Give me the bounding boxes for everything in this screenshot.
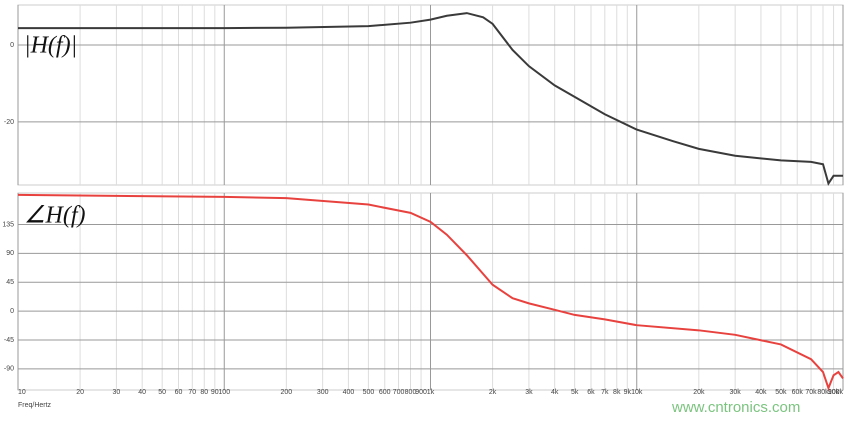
y-tick-label: -20 <box>4 119 14 126</box>
x-tick-label: 70k <box>805 389 817 396</box>
x-tick-label: 30k <box>730 389 742 396</box>
x-tick-label: 80 <box>200 389 208 396</box>
y-tick-label: 45 <box>6 279 14 286</box>
x-tick-label: 100 <box>218 389 230 396</box>
x-axis-label: Freq/Hertz <box>18 402 52 409</box>
x-tick-label: 900 <box>415 389 427 396</box>
y-tick-label: 90 <box>6 250 14 257</box>
x-tick-label: 30 <box>113 389 121 396</box>
x-tick-label: 2k <box>489 389 497 396</box>
x-tick-label: 40 <box>138 389 146 396</box>
x-tick-label: 9k <box>624 389 632 396</box>
x-tick-label: 70 <box>188 389 196 396</box>
x-tick-label: 60 <box>175 389 183 396</box>
y-tick-label: -90 <box>4 366 14 373</box>
x-tick-label: 8k <box>613 389 621 396</box>
x-tick-label: 10k <box>631 389 643 396</box>
watermark: www.cntronics.com <box>671 399 800 416</box>
x-tick-label: 6k <box>587 389 595 396</box>
annotation: ∠H(f) <box>24 203 86 229</box>
line-series <box>18 12 843 186</box>
y-tick-label: 135 <box>2 221 14 228</box>
x-tick-label: 5k <box>571 389 579 396</box>
x-tick-label: 3k <box>525 389 533 396</box>
x-tick-label: 7k <box>601 389 609 396</box>
x-tick-label: 20k <box>693 389 705 396</box>
x-tick-label: 200 <box>280 389 292 396</box>
y-tick-label: 0 <box>10 42 14 49</box>
line-series <box>17 193 844 391</box>
x-tick-label: 600 <box>379 389 391 396</box>
x-tick-label: 500 <box>363 389 375 396</box>
x-tick-label: 100k <box>828 389 844 396</box>
x-tick-label: 20 <box>76 389 84 396</box>
x-tick-label: 1k <box>427 389 435 396</box>
y-tick-label: -45 <box>4 337 14 344</box>
y-tick-label: 0 <box>10 308 14 315</box>
x-tick-label: 800 <box>405 389 417 396</box>
x-tick-label: 10 <box>18 389 26 396</box>
annotation: |H(f)| <box>24 33 77 59</box>
x-tick-label: 40k <box>755 389 767 396</box>
x-tick-label: 80k <box>817 389 829 396</box>
x-tick-label: 60k <box>792 389 804 396</box>
x-tick-label: 90k <box>828 389 840 396</box>
x-tick-label: 50k <box>775 389 787 396</box>
x-tick-label: 50 <box>158 389 166 396</box>
x-tick-label: 300 <box>317 389 329 396</box>
x-tick-label: 700 <box>393 389 405 396</box>
x-tick-label: 400 <box>343 389 355 396</box>
x-tick-label: 4k <box>551 389 559 396</box>
x-tick-label: 90 <box>211 389 219 396</box>
